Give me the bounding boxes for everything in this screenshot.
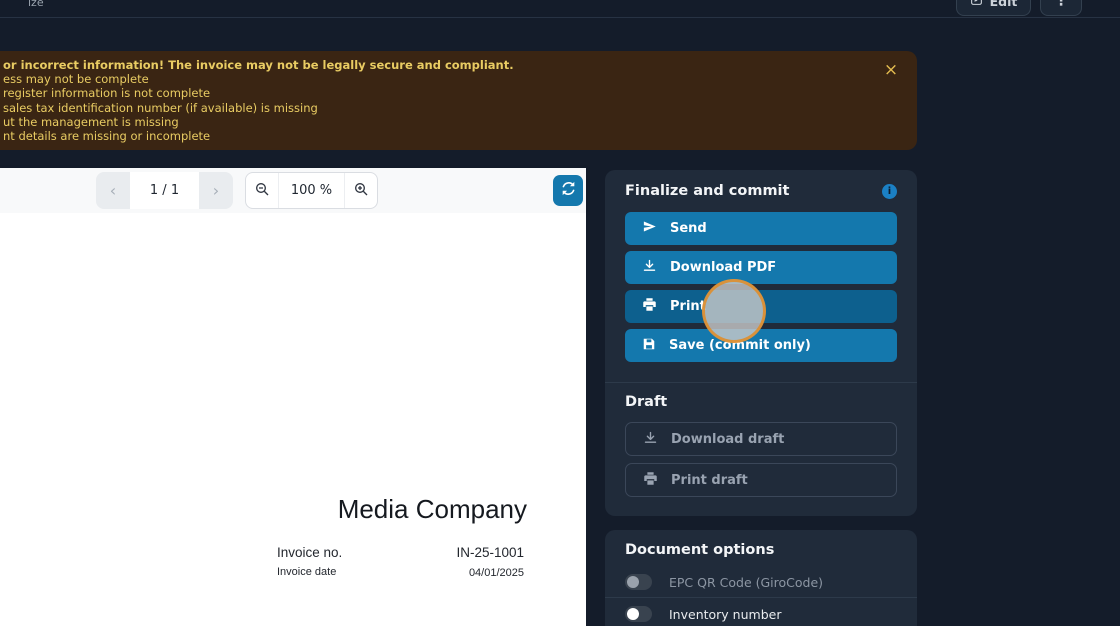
print-icon [642,297,657,316]
send-button[interactable]: Send [625,212,897,245]
kebab-menu-icon: ⋮ [1054,0,1068,9]
warning-line: sales tax identification number (if avai… [3,100,318,115]
send-button-label: Send [670,221,707,236]
toggle-knob [627,576,639,588]
info-icon[interactable]: i [882,183,897,199]
chevron-left-icon: ‹ [109,181,117,200]
edit-icon [970,0,983,9]
print-draft-button-label: Print draft [671,472,748,488]
toggle-knob [627,608,639,620]
breadcrumb: ize [28,0,44,9]
send-icon [642,219,657,238]
validation-warning-banner: or incorrect information! The invoice ma… [0,51,917,150]
section-divider [605,597,917,598]
document-options-panel: Document options EPC QR Code (GiroCode) … [605,530,917,626]
refresh-icon [560,180,577,201]
epc-qr-code-toggle-row: EPC QR Code (GiroCode) [625,569,917,595]
zoom-controls: 100 % [245,172,378,209]
print-icon [643,471,658,490]
download-icon [642,258,657,277]
inventory-number-toggle[interactable] [625,606,652,622]
inventory-number-label: Inventory number [669,606,782,622]
invoice-number-label: Invoice no. [277,545,343,560]
invoice-company-name: Media Company [337,494,527,524]
download-icon [643,430,658,449]
more-menu-button[interactable]: ⋮ [1040,0,1082,16]
zoom-out-icon [254,181,270,201]
draft-title: Draft [625,394,668,410]
download-pdf-button[interactable]: Download PDF [625,251,897,284]
warning-line: ut the management is missing [3,114,179,129]
zoom-level: 100 % [290,183,333,198]
warning-line: ess may not be complete [3,72,149,87]
edit-button-label: Edit [989,0,1018,9]
epc-qr-code-toggle[interactable] [625,574,652,590]
print-button-label: Print [670,299,706,314]
section-divider [605,382,917,383]
invoice-number-value: IN-25-1001 [456,545,524,560]
top-bar: ize Edit ⋮ [0,0,1120,18]
click-highlight-indicator [702,279,766,343]
next-page-button[interactable]: › [199,172,233,209]
page-indicator[interactable]: 1 / 1 [130,172,199,209]
invoice-date-value: 04/01/2025 [468,567,524,579]
print-draft-button[interactable]: Print draft [625,463,897,497]
zoom-out-button[interactable] [246,173,279,208]
document-options-title: Document options [625,542,775,558]
zoom-in-button[interactable] [344,173,377,208]
print-button[interactable]: Print [625,290,897,323]
invoice-date-label: Invoice date [277,566,337,578]
inventory-number-toggle-row: Inventory number [625,601,917,626]
download-draft-button-label: Download draft [671,431,785,447]
page-navigation: ‹ 1 / 1 › [96,172,233,209]
warning-line: or incorrect information! The invoice ma… [3,58,514,72]
close-icon[interactable]: × [883,60,899,80]
chevron-right-icon: › [212,181,220,200]
finalize-title: Finalize and commit [625,183,790,199]
warning-line: nt details are missing or incomplete [3,129,211,144]
finalize-panel: Finalize and commit i Send Download PDF [605,170,917,516]
edit-button[interactable]: Edit [956,0,1031,16]
epc-qr-code-label: EPC QR Code (GiroCode) [669,574,824,590]
invoice-preview-page: Media Company Invoice no. IN-25-1001 Inv… [0,213,586,626]
finalize-panel-header: Finalize and commit i [605,170,917,199]
zoom-in-icon [353,181,369,201]
pdf-toolbar: ‹ 1 / 1 › 100 % [0,168,586,213]
save-commit-button[interactable]: Save (commit only) [625,329,897,362]
warning-line: register information is not complete [3,86,211,101]
previous-page-button[interactable]: ‹ [96,172,130,209]
refresh-preview-button[interactable] [553,175,583,206]
save-icon [642,337,656,355]
download-draft-button[interactable]: Download draft [625,422,897,456]
save-commit-button-label: Save (commit only) [669,338,811,353]
download-pdf-button-label: Download PDF [670,260,777,275]
